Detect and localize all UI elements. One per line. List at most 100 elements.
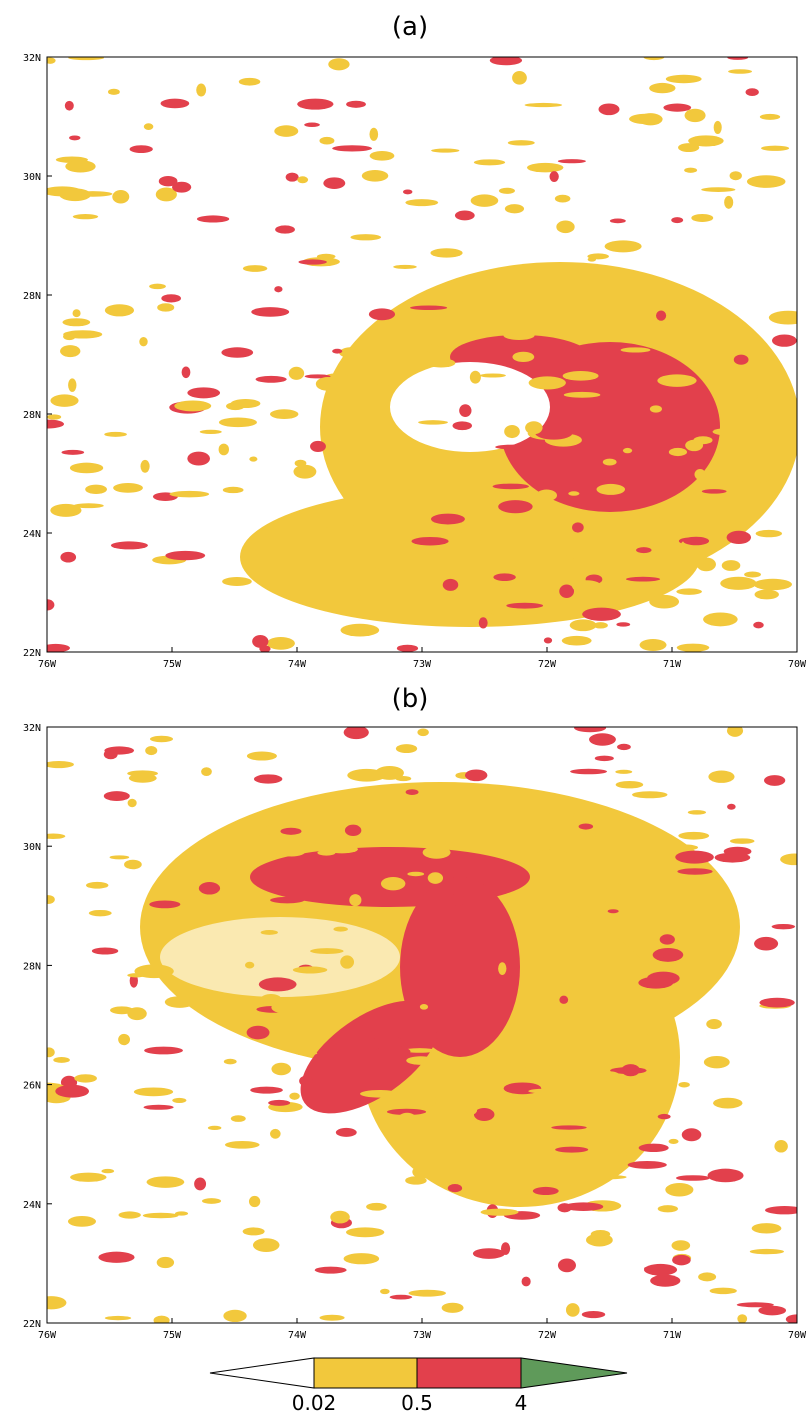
yellow-cell — [632, 791, 668, 799]
yellow-cell — [662, 283, 683, 291]
yellow-cell — [552, 282, 592, 294]
yellow-cell — [430, 248, 463, 258]
red-cell — [275, 225, 295, 234]
red-cell — [246, 1025, 270, 1040]
yellow-cell — [359, 1090, 399, 1098]
red-cell — [727, 57, 749, 60]
yellow-cell — [419, 1003, 429, 1010]
yellow-cell — [72, 309, 81, 318]
yellow-cell — [503, 330, 535, 340]
yellow-cell — [737, 1314, 748, 1323]
yellow-cell — [439, 459, 458, 471]
yellow-cell — [556, 220, 575, 234]
yellow-cell — [555, 905, 585, 918]
yellow-cell — [665, 74, 702, 84]
yellow-cell — [678, 831, 710, 840]
yellow-cell — [333, 926, 348, 932]
yellow-cell — [338, 810, 360, 820]
red-cell — [161, 294, 181, 303]
yellow-cell — [230, 1115, 246, 1122]
red-cell — [498, 500, 533, 514]
red-cell — [299, 1075, 313, 1087]
red-cell — [165, 550, 206, 561]
yellow-cell — [703, 1055, 730, 1069]
yellow-cell — [47, 414, 62, 420]
yellow-cell — [317, 849, 336, 856]
red-cell — [753, 621, 764, 629]
yellow-cell — [694, 469, 706, 480]
red-cell — [268, 1099, 291, 1106]
yellow-cell — [633, 898, 663, 903]
red-cell — [69, 135, 81, 141]
red-cell — [758, 1305, 787, 1316]
red-cell — [270, 896, 305, 904]
yellow-cell — [728, 69, 752, 74]
yellow-cell — [542, 1176, 576, 1187]
red-cell — [589, 733, 616, 746]
red-cell — [274, 286, 283, 293]
yellow-cell — [418, 420, 448, 425]
yellow-cell — [288, 366, 305, 380]
yellow-cell — [754, 589, 779, 600]
yellow-cell — [615, 780, 644, 789]
red-cell — [771, 923, 796, 930]
lat-label: 30N — [23, 842, 41, 853]
red-cell — [332, 348, 343, 354]
yellow-cell — [199, 429, 222, 435]
yellow-cell — [47, 1296, 67, 1310]
yellow-cell — [417, 728, 429, 737]
yellow-cell — [47, 833, 66, 839]
yellow-cell — [47, 760, 74, 769]
yellow-cell — [568, 491, 580, 496]
yellow-cell — [403, 1048, 437, 1053]
yellow-cell — [127, 798, 137, 808]
yellow-cell — [638, 842, 660, 853]
yellow-cell — [222, 577, 252, 587]
red-cell — [500, 1242, 511, 1255]
lon-label: 74W — [288, 1330, 307, 1341]
red-cell — [574, 727, 607, 733]
yellow-cell — [528, 1088, 563, 1094]
yellow-cell — [47, 1047, 55, 1058]
yellow-cell — [676, 588, 702, 595]
yellow-cell — [133, 1087, 174, 1097]
yellow-cell — [284, 811, 306, 826]
yellow-cell — [127, 973, 146, 978]
yellow-cell — [174, 400, 212, 412]
lat-label: 26N — [23, 1081, 41, 1092]
yellow-cell — [525, 421, 543, 435]
yellow-cell — [684, 167, 698, 173]
yellow-cell — [223, 1058, 237, 1065]
yellow-cell — [393, 264, 417, 269]
red-cell — [656, 310, 667, 321]
yellow-cell — [480, 1208, 519, 1216]
yellow-cell — [706, 1018, 722, 1030]
yellow-cell — [369, 127, 379, 141]
yellow-cell — [271, 1062, 292, 1076]
colorbar-high — [520, 1357, 628, 1389]
panel-label: (a) — [392, 12, 428, 42]
red-cell — [506, 602, 544, 609]
yellow-cell — [63, 330, 103, 339]
yellow-cell — [70, 1172, 107, 1182]
yellow-cell — [426, 344, 440, 354]
yellow-cell — [201, 767, 212, 776]
red-cell — [253, 774, 283, 784]
yellow-cell — [565, 1303, 580, 1317]
red-cell — [386, 1108, 427, 1115]
yellow-cell — [266, 637, 295, 650]
yellow-cell — [405, 1176, 427, 1185]
yellow-cell — [622, 447, 633, 454]
yellow-cell — [67, 1216, 96, 1227]
yellow-cell — [315, 377, 340, 391]
red-cell — [389, 1294, 413, 1300]
yellow-cell — [270, 409, 299, 420]
yellow-cell — [85, 484, 107, 495]
red-cell — [659, 934, 675, 945]
red-cell — [636, 547, 652, 554]
red-cell — [638, 1143, 669, 1153]
lat-label: 22N — [23, 1319, 41, 1330]
red-cell — [323, 177, 346, 189]
red-cell — [258, 977, 297, 992]
yellow-cell — [498, 187, 515, 194]
